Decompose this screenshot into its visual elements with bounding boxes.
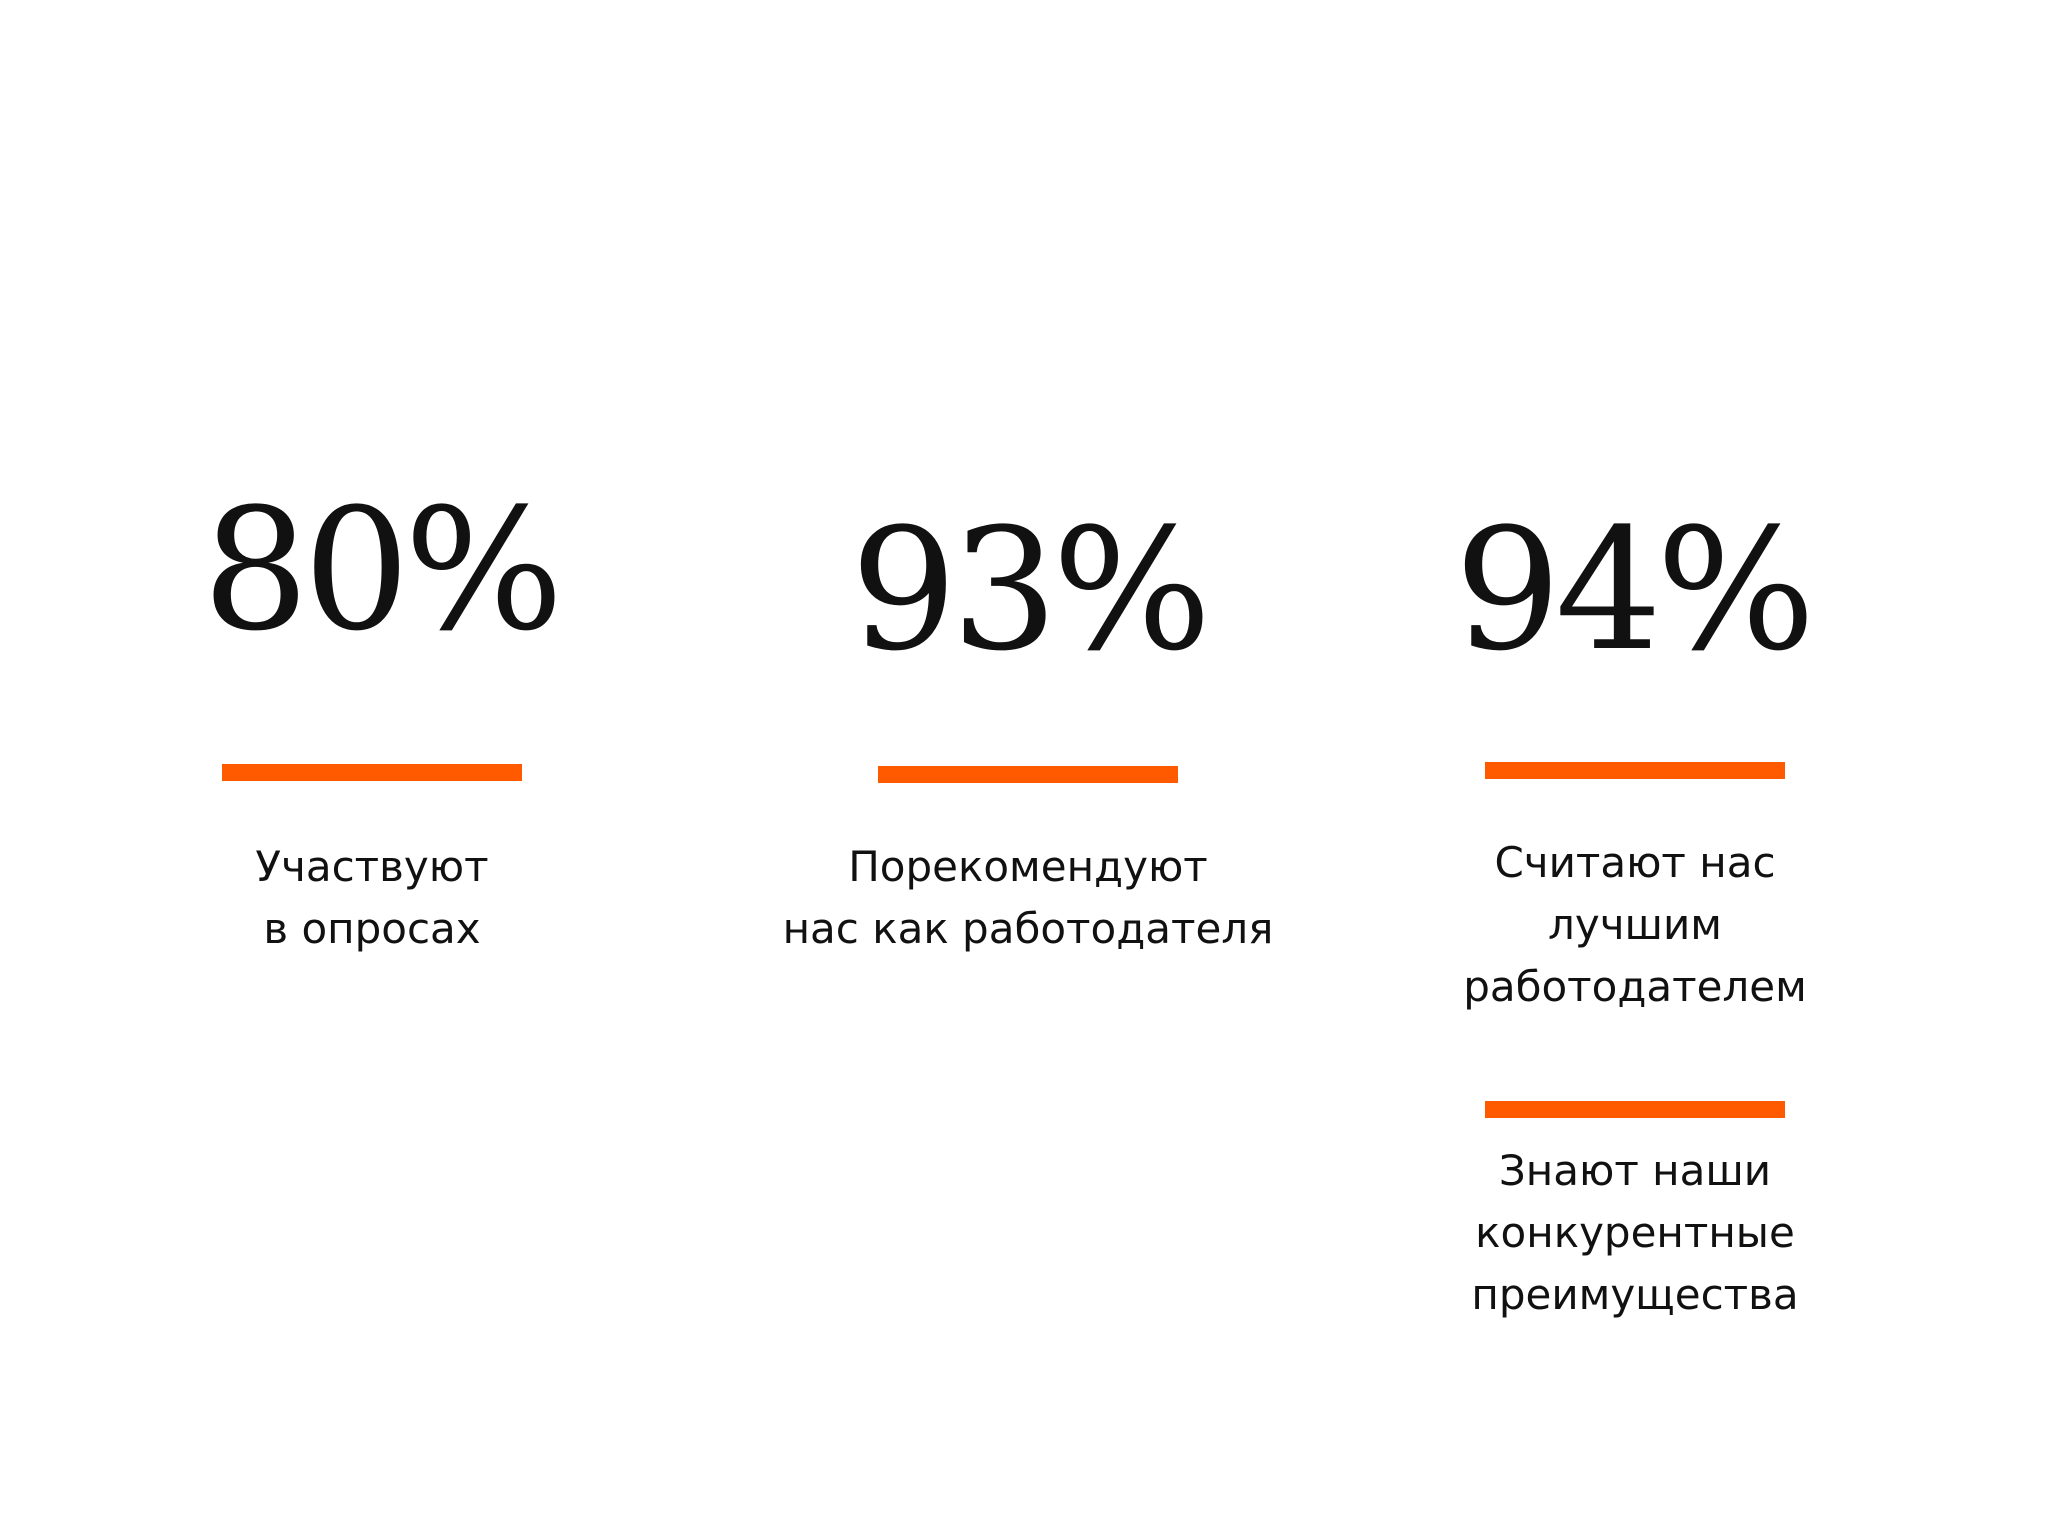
divider-bar — [1485, 1101, 1785, 1118]
divider-bar — [878, 766, 1178, 783]
stat-label-best-employer: Считают нас лучшим работодателем — [1463, 838, 1807, 1011]
divider-bar — [1485, 762, 1785, 779]
stat-label-participation: Участвуют в опросах — [255, 842, 489, 953]
divider-bar — [222, 764, 522, 781]
stat-label-competitive-advantages: Знают наши конкурентные преимущества — [1471, 1146, 1799, 1319]
stat-value-recommend: 93% — [850, 492, 1211, 688]
stat-label-recommend: Порекомендуют нас как работодателя — [782, 842, 1274, 953]
stat-value-participation: 80% — [202, 472, 563, 668]
stat-value-best-employer: 94% — [1454, 492, 1815, 688]
